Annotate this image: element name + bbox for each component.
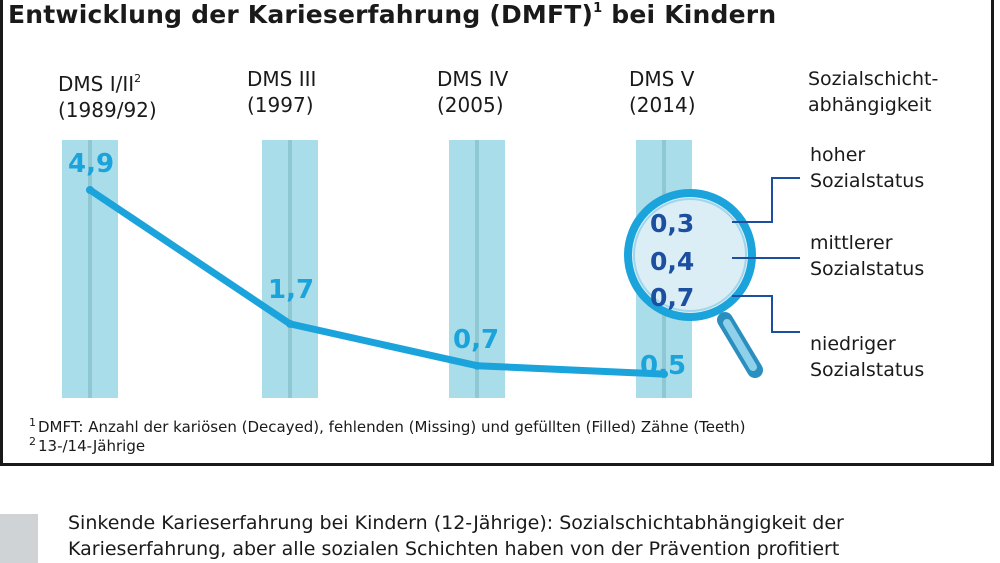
magnifier-lens-inner (633, 198, 747, 312)
trend-line-point (86, 186, 94, 194)
figure-caption: Sinkende Karieserfahrung bei Kindern (12… (68, 512, 844, 560)
trend-line (86, 186, 668, 378)
survey-column-stripe (88, 140, 92, 398)
footnotes: 1 DMFT: Anzahl der kariösen (Decayed), fe… (29, 416, 746, 456)
figure-frame (0, 0, 994, 466)
breakdown-value: 0,3 (650, 209, 694, 238)
value-label: 0,5 (640, 351, 686, 381)
breakdown-connector (732, 295, 800, 333)
chart-title: Entwicklung der Karieserfahrung (DMFT)1 … (8, 0, 777, 29)
survey-column-stripe (288, 140, 292, 398)
trend-line-point (473, 361, 481, 370)
social-status-heading: Sozialschicht- abhängigkeit (808, 68, 939, 116)
survey-label: DMS I/II2 (1989/92) (58, 72, 157, 122)
survey-column-stripe (475, 140, 479, 398)
footnote-1: 1 DMFT: Anzahl der kariösen (Decayed), fe… (29, 416, 746, 436)
survey-label: DMS III (1997) (247, 67, 317, 117)
status-label-low: niedriger Sozialstatus (810, 333, 925, 381)
survey-label: DMS V (2014) (629, 67, 696, 117)
value-label: 0,7 (453, 325, 499, 355)
status-label-middle: mittlerer Sozialstatus (810, 232, 925, 280)
value-label: 1,7 (268, 275, 314, 305)
trend-line-point (286, 319, 294, 328)
caption-swatch (0, 514, 38, 563)
trend-line-point (660, 370, 668, 379)
status-label-high: hoher Sozialstatus (810, 144, 925, 192)
breakdown-value: 0,7 (650, 283, 694, 312)
survey-label: DMS IV (2005) (437, 67, 509, 117)
breakdown-value: 0,4 (650, 247, 694, 276)
chart-plot: 4,9 1,7 0,7 0,5 0,3 0,4 0,7 (62, 140, 800, 398)
value-label: 4,9 (68, 149, 114, 179)
footnote-2: 2 13-/14-Jährige (29, 435, 146, 455)
magnifier-lens (624, 189, 756, 321)
magnifier-handle-highlight (723, 319, 757, 371)
breakdown-connector (732, 177, 800, 223)
